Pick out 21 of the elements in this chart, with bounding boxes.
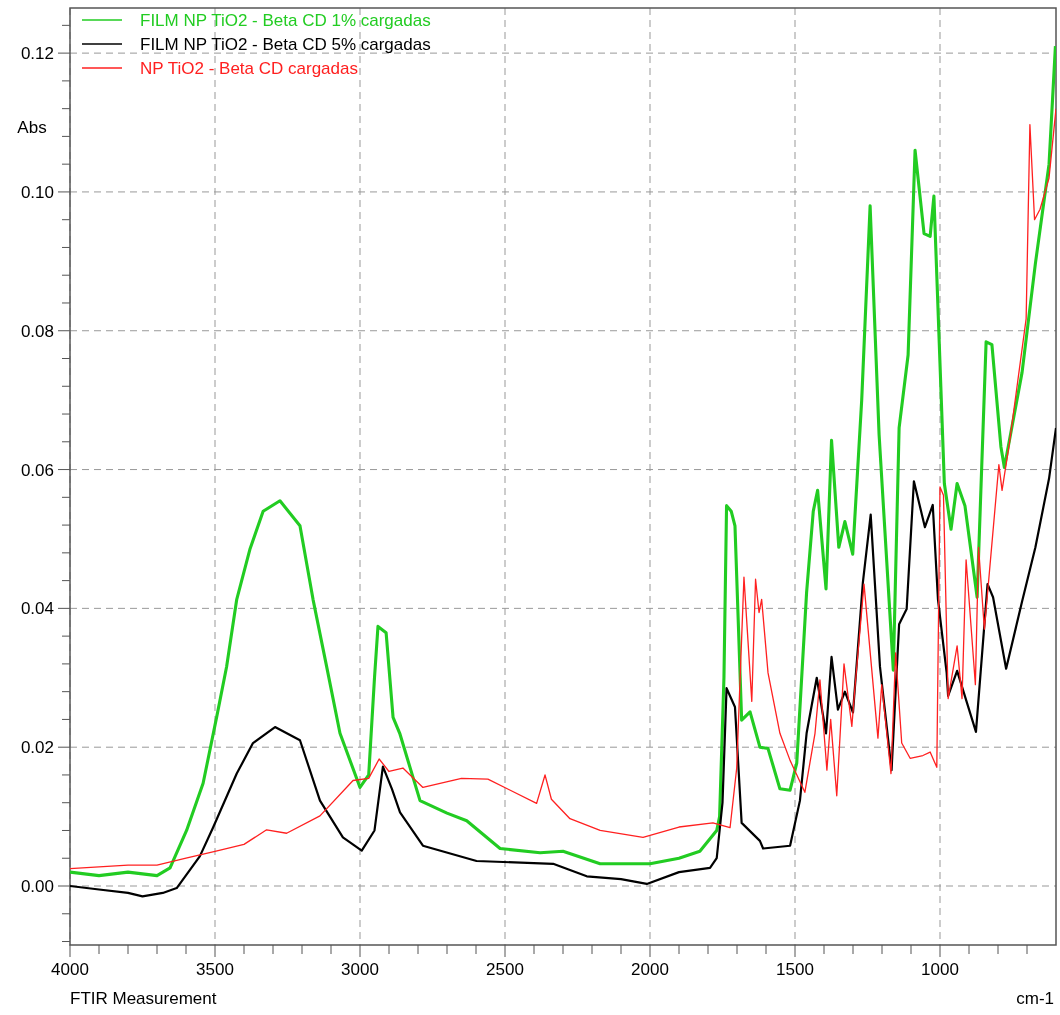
y-tick-label: 0.10 <box>20 182 54 202</box>
x-tick-label: 3500 <box>196 960 234 979</box>
legend-label: NP TiO2 - Beta CD cargadas <box>140 58 358 78</box>
line-series <box>70 426 1056 898</box>
x-tick-label: 3000 <box>341 960 379 979</box>
x-axis-title: cm-1 <box>1016 989 1054 1008</box>
y-axis-title: Abs <box>17 118 47 137</box>
y-tick-label: 0.02 <box>20 738 54 758</box>
legend-label: FILM NP TiO2 - Beta CD 5% cargadas <box>140 34 431 54</box>
y-tick-label: 0.00 <box>20 876 54 896</box>
x-tick-label: 2500 <box>486 960 524 979</box>
x-tick-label: 1000 <box>921 960 959 979</box>
legend-label: FILM NP TiO2 - Beta CD 1% cargadas <box>140 10 431 30</box>
y-tick-label: 0.12 <box>20 44 54 64</box>
y-tick-label: 0.06 <box>20 460 54 480</box>
x-tick-label: 1500 <box>776 960 814 979</box>
y-tick-label: 0.08 <box>20 321 54 341</box>
y-tick-label: 0.04 <box>20 599 54 619</box>
x-tick-label: 2000 <box>631 960 669 979</box>
text: FTIR Measurement <box>70 989 217 1008</box>
x-tick-label: 4000 <box>51 960 89 979</box>
